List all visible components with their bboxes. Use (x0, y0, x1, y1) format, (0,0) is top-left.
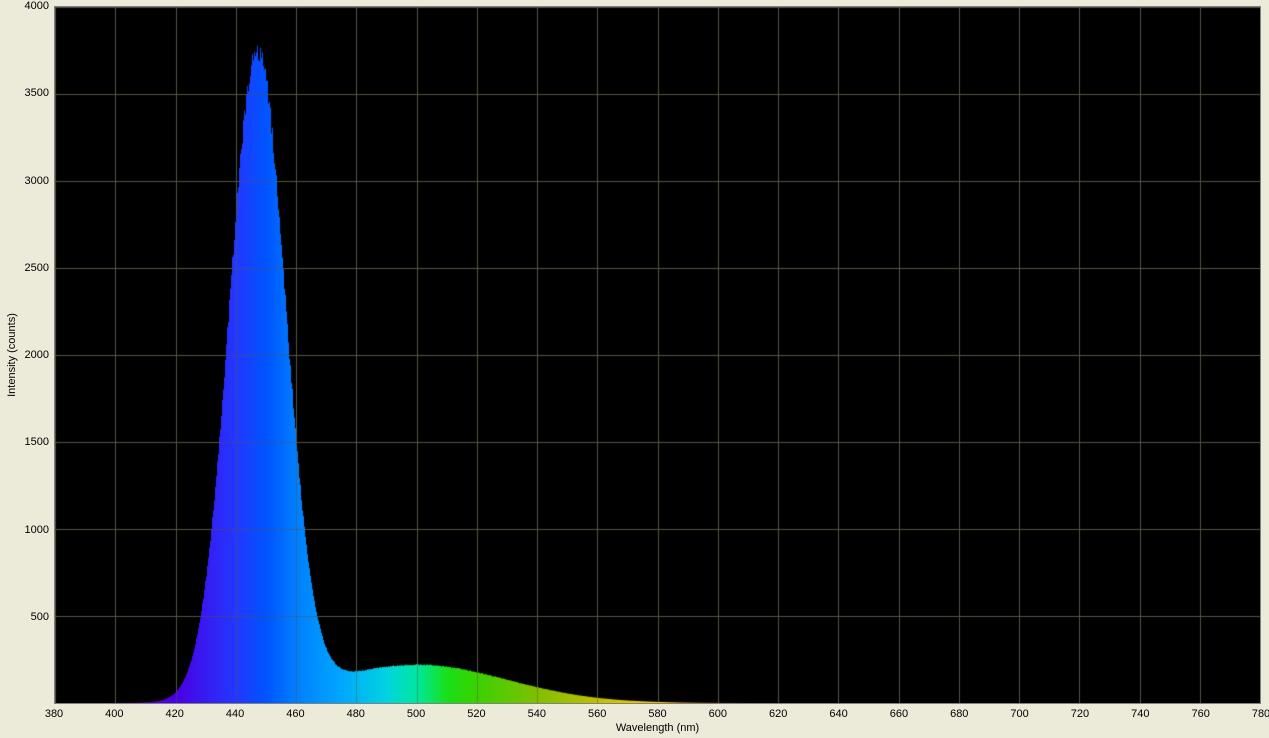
x-tick-label: 680 (950, 708, 968, 720)
x-tick-label: 480 (347, 708, 365, 720)
y-tick-label: 4000 (25, 0, 49, 12)
y-tick-label: 3000 (25, 175, 49, 187)
x-tick-label: 740 (1131, 708, 1149, 720)
x-tick-label: 420 (166, 708, 184, 720)
y-tick-label: 1000 (25, 524, 49, 536)
x-tick-label: 780 (1252, 708, 1269, 720)
x-tick-label: 700 (1010, 708, 1028, 720)
y-tick-label: 500 (31, 611, 49, 623)
x-axis-title: Wavelength (nm) (616, 722, 699, 734)
y-tick-label: 2000 (25, 349, 49, 361)
x-tick-label: 380 (45, 708, 63, 720)
x-tick-label: 540 (528, 708, 546, 720)
x-tick-label: 500 (407, 708, 425, 720)
y-tick-label: 3500 (25, 87, 49, 99)
x-tick-label: 460 (286, 708, 304, 720)
spectrum-plot-area (54, 6, 1261, 704)
x-tick-label: 640 (829, 708, 847, 720)
x-tick-label: 660 (890, 708, 908, 720)
y-axis-title: Intensity (counts) (6, 313, 18, 397)
y-tick-label: 1500 (25, 436, 49, 448)
x-tick-label: 720 (1071, 708, 1089, 720)
x-tick-label: 620 (769, 708, 787, 720)
x-tick-label: 580 (648, 708, 666, 720)
x-tick-label: 400 (105, 708, 123, 720)
spectrum-canvas (55, 7, 1260, 703)
x-tick-label: 560 (588, 708, 606, 720)
x-tick-label: 440 (226, 708, 244, 720)
x-tick-label: 520 (467, 708, 485, 720)
y-tick-label: 2500 (25, 262, 49, 274)
x-tick-label: 760 (1191, 708, 1209, 720)
x-tick-label: 600 (709, 708, 727, 720)
